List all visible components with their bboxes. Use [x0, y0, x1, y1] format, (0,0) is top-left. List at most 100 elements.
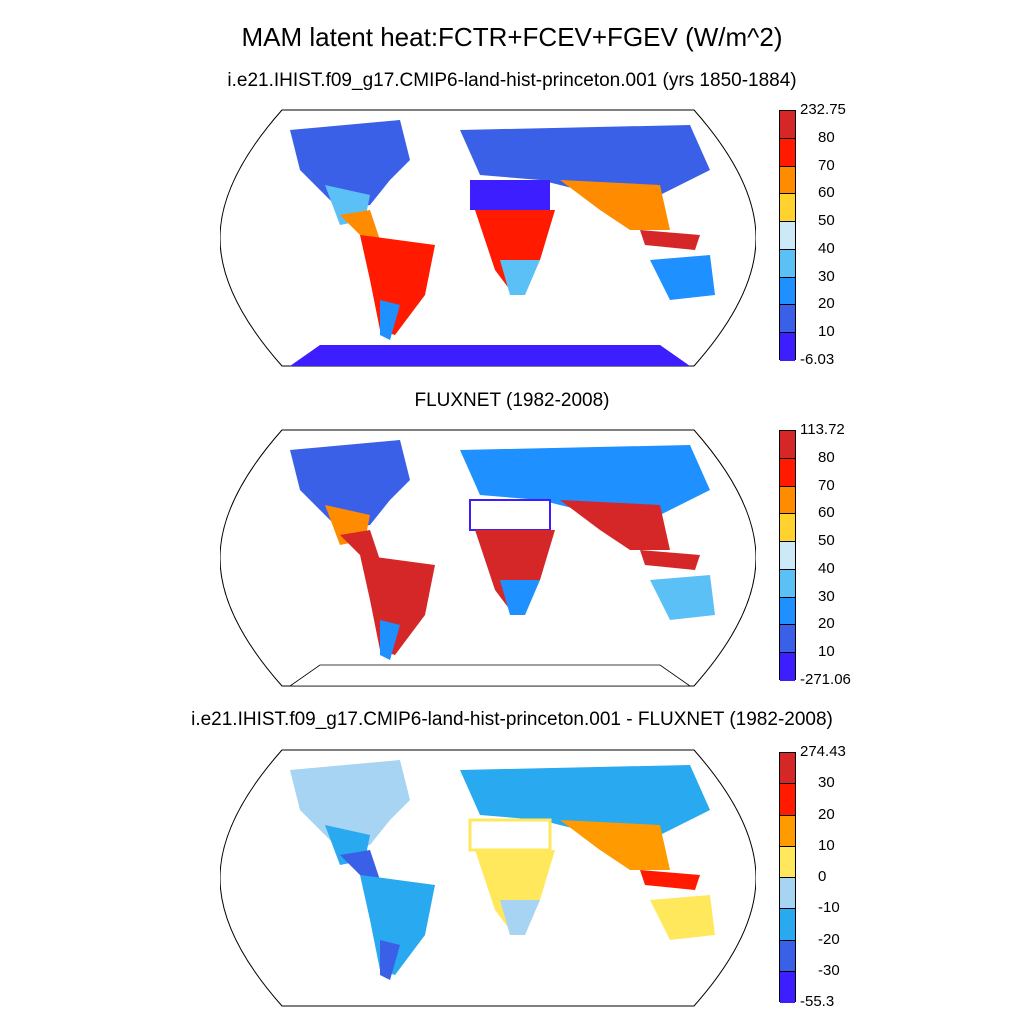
antarctica-outline — [288, 664, 692, 687]
colorbar-segment — [780, 846, 795, 878]
africa-central — [475, 850, 555, 930]
colorbar-segment — [780, 514, 795, 543]
colorbar-tick-label: 274.43 — [800, 743, 846, 760]
panel-3-subtitle: i.e21.IHIST.f09_g17.CMIP6-land-hist-prin… — [191, 709, 833, 730]
colorbar-tick-label: 40 — [818, 239, 835, 257]
asia-south — [560, 500, 670, 550]
colorbar-tick-label: 10 — [818, 836, 835, 854]
north-america — [290, 120, 410, 210]
africa-central — [475, 530, 555, 610]
colorbar-tick-label: 50 — [818, 212, 835, 230]
colorbar-tick-label: 30 — [818, 587, 835, 605]
colorbar-segment — [780, 653, 795, 681]
colorbar-segment — [780, 111, 795, 139]
colorbar-tick-label: -20 — [818, 930, 840, 948]
colorbar-tick-label: 10 — [818, 643, 835, 661]
colorbar-tick-label: 30 — [818, 267, 835, 285]
colorbar-segment — [780, 542, 795, 570]
colorbar-tick-label: -55.3 — [800, 993, 835, 1010]
colorbar-segment — [780, 815, 795, 847]
colorbar-tick-label: -10 — [818, 899, 840, 917]
colorbar-tick-label: 232.75 — [800, 101, 846, 118]
colorbar-tick-label: 80 — [818, 128, 835, 146]
colorbar-segment — [780, 305, 795, 334]
colorbar-tick-label: 20 — [818, 295, 835, 313]
colorbar-tick-label: 70 — [818, 476, 835, 494]
central-america — [340, 210, 380, 240]
map-panel-fluxnet — [220, 429, 756, 687]
maritime-continent — [640, 550, 700, 570]
south-america — [360, 235, 435, 335]
north-america — [290, 440, 410, 530]
south-america-south — [380, 300, 400, 340]
colorbar-segment — [780, 277, 795, 306]
colorbar-segment — [780, 222, 795, 250]
eurasia — [460, 765, 710, 835]
eurasia — [460, 125, 710, 195]
colorbar-tick-label: 20 — [818, 615, 835, 633]
colorbar-tick-label: 0 — [818, 868, 827, 885]
colorbar-difference — [779, 752, 796, 1003]
colorbar-tick-label: 50 — [818, 532, 835, 550]
colorbar-segment — [780, 194, 795, 223]
africa-south — [500, 580, 540, 615]
maritime-continent — [640, 870, 700, 890]
colorbar-segment — [780, 486, 795, 515]
south-america — [360, 555, 435, 655]
map-panel-difference — [220, 749, 756, 1007]
colorbar-segment — [780, 138, 795, 167]
maritime-continent — [640, 230, 700, 250]
south-america-south — [380, 940, 400, 980]
africa-south — [500, 260, 540, 295]
colorbar-segment — [780, 878, 795, 910]
antarctica — [290, 345, 690, 366]
colorbar-tick-label: -6.03 — [800, 351, 835, 368]
colorbar-tick-label: 40 — [818, 559, 835, 577]
colorbar-segment — [780, 458, 795, 487]
colorbar-fluxnet — [779, 430, 796, 681]
asia-south — [560, 820, 670, 870]
panel-1-subtitle: i.e21.IHIST.f09_g17.CMIP6-land-hist-prin… — [227, 70, 797, 91]
south-america-south — [380, 620, 400, 660]
colorbar-segment — [780, 166, 795, 195]
colorbar-tick-label: 20 — [818, 805, 835, 823]
colorbar-segment — [780, 940, 795, 972]
colorbar-tick-label: 10 — [818, 323, 835, 341]
colorbar-tick-label: 60 — [818, 504, 835, 522]
australia — [650, 575, 715, 620]
africa-south — [500, 900, 540, 935]
map-panel-model — [220, 109, 756, 367]
africa-north — [468, 818, 552, 852]
colorbar-tick-label: -271.06 — [800, 671, 851, 688]
colorbar-segment — [780, 625, 795, 654]
panel-2-subtitle: FLUXNET (1982-2008) — [414, 390, 610, 411]
central-america — [340, 530, 380, 560]
africa-central — [475, 210, 555, 290]
central-america — [340, 850, 380, 880]
australia — [650, 895, 715, 940]
colorbar-tick-label: 80 — [818, 448, 835, 466]
australia — [650, 255, 715, 300]
africa-north — [470, 180, 550, 210]
colorbar-segment — [780, 784, 795, 816]
eurasia — [460, 445, 710, 515]
colorbar-segment — [780, 569, 795, 598]
colorbar-tick-label: -30 — [818, 961, 840, 979]
colorbar-tick-label: 70 — [818, 156, 835, 174]
colorbar-segment — [780, 431, 795, 459]
colorbar-model — [779, 110, 796, 361]
colorbar-segment — [780, 249, 795, 278]
colorbar-segment — [780, 753, 795, 785]
colorbar-segment — [780, 971, 795, 1003]
asia-south — [560, 180, 670, 230]
colorbar-tick-label: 113.72 — [800, 421, 845, 438]
colorbar-tick-label: 30 — [818, 774, 835, 792]
colorbar-tick-label: 60 — [818, 184, 835, 202]
north-america — [290, 760, 410, 850]
main-title: MAM latent heat:FCTR+FCEV+FGEV (W/m^2) — [241, 22, 783, 52]
south-america — [360, 875, 435, 975]
colorbar-segment — [780, 597, 795, 626]
colorbar-segment — [780, 909, 795, 941]
colorbar-segment — [780, 333, 795, 361]
africa-north — [469, 499, 551, 531]
